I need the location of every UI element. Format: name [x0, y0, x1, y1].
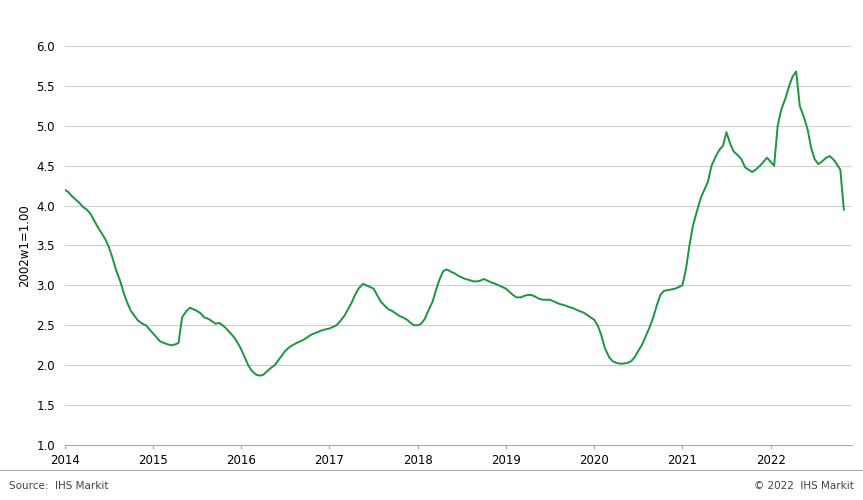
- Text: Source:  IHS Markit: Source: IHS Markit: [9, 481, 108, 491]
- Text: IHS Markit Materials  Price Index: IHS Markit Materials Price Index: [10, 15, 318, 33]
- Text: © 2022  IHS Markit: © 2022 IHS Markit: [754, 481, 854, 491]
- Y-axis label: 2002w1=1.00: 2002w1=1.00: [18, 204, 31, 287]
